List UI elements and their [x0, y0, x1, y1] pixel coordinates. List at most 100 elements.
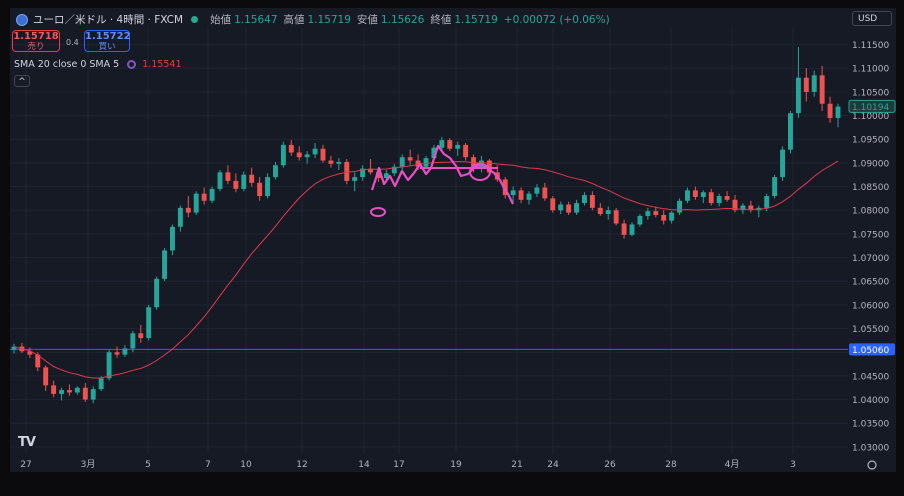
candle-body: [827, 103, 833, 118]
candle-body: [558, 204, 564, 211]
candle-body: [803, 77, 809, 92]
candle-body: [273, 165, 278, 178]
candlestick-chart[interactable]: 1.11500 1.11000 1.10500 1.10000 1.09500 1.090…: [10, 8, 896, 472]
candle-body: [177, 207, 183, 227]
currency-button[interactable]: USD: [852, 11, 892, 26]
x-tick-label: 12: [296, 460, 307, 470]
open-value: 1.15647: [234, 13, 278, 26]
candle-body: [154, 278, 160, 308]
candle-body: [613, 210, 619, 224]
indicator-legend[interactable]: SMA 20 close 0 SMA 5 1.15541: [14, 59, 182, 70]
symbol-title[interactable]: ユーロ／米ドル · 4時間 · FXCM: [33, 14, 184, 26]
candle-body: [138, 333, 144, 339]
candle-body: [589, 195, 595, 208]
candle-body: [811, 75, 817, 92]
candle-body: [772, 177, 778, 197]
y-tick-label: 1.08000: [852, 207, 889, 217]
y-tick-label: 1.07000: [852, 254, 889, 264]
buy-button[interactable]: 1.15722 買い: [84, 30, 131, 52]
candle-body: [241, 174, 247, 189]
candle-body: [780, 149, 785, 178]
candle-body: [526, 193, 532, 200]
y-tick-label: 1.10500: [852, 88, 889, 98]
x-tick-label: 17: [393, 460, 404, 470]
change-value: +0.00072 (+0.06%): [503, 13, 610, 26]
candle-body: [415, 160, 421, 167]
settings-icon[interactable]: [867, 460, 877, 470]
candle-body: [542, 187, 548, 199]
close-value: 1.15719: [454, 13, 498, 26]
candle-body: [629, 224, 635, 235]
candle-body: [423, 158, 429, 167]
candle-body: [296, 152, 302, 158]
x-tick-label: 10: [240, 460, 252, 470]
candle-body: [304, 154, 310, 158]
y-tick-label: 1.06500: [852, 278, 889, 288]
pen-drawing-circle: [469, 163, 491, 181]
candle-body: [352, 177, 358, 181]
indicator-settings-icon[interactable]: [127, 60, 137, 69]
indicator-value: 1.15541: [142, 59, 182, 70]
candle-body: [732, 199, 738, 211]
sma-20-line: [13, 160, 839, 379]
x-tick-label: 7: [205, 460, 211, 470]
candle-body: [249, 174, 255, 183]
y-tick-label: 1.09000: [852, 159, 889, 169]
candle-body: [574, 203, 579, 213]
candle-body: [510, 190, 516, 196]
chart-background: [10, 8, 896, 472]
sell-button[interactable]: 1.15718 売り: [12, 30, 60, 52]
candle-body: [43, 367, 49, 386]
current-price-label: 1.10194: [852, 103, 889, 113]
y-tick-label: 1.08500: [852, 183, 889, 193]
low-label: 安値: [356, 14, 378, 26]
pen-drawing-circle: [370, 207, 386, 217]
candle-body: [788, 113, 793, 150]
candle-body: [320, 148, 326, 161]
candle-body: [122, 348, 128, 355]
candle-body: [677, 200, 682, 213]
spread-value: 0.4: [66, 38, 79, 47]
candle-body: [439, 140, 445, 148]
y-tick-label: 1.11000: [852, 65, 889, 75]
current-price-tag: [848, 99, 896, 113]
candle-body: [605, 210, 611, 215]
candle-body: [407, 157, 413, 161]
candle-body: [566, 204, 572, 213]
candle-body: [344, 161, 350, 181]
candle-body: [748, 205, 754, 211]
x-tick-label: 27: [20, 460, 31, 470]
candle-body: [399, 157, 405, 167]
candle-body: [708, 192, 714, 204]
candle-body: [162, 250, 167, 279]
y-tick-label: 1.06000: [852, 301, 889, 311]
candle-body: [391, 166, 397, 174]
candle-body: [669, 212, 675, 221]
chevron-up-icon[interactable]: ^: [14, 75, 30, 87]
y-tick-label: 1.10000: [852, 112, 889, 122]
candle-body: [193, 193, 199, 213]
candle-body: [376, 172, 381, 179]
y-tick-label: 1.03000: [852, 443, 889, 453]
candle-body: [835, 106, 841, 118]
chart-frame[interactable]: 1.11500 1.11000 1.10500 1.10000 1.09500 1.090…: [10, 8, 896, 472]
candle-body: [114, 352, 120, 355]
candle-body: [67, 390, 72, 393]
x-tick-label: 4月: [725, 459, 740, 470]
y-tick-label: 1.05500: [852, 325, 889, 335]
candle-body: [383, 173, 389, 179]
x-axis-band: [10, 454, 896, 472]
candle-body: [225, 172, 231, 181]
candle-body: [265, 177, 270, 197]
currency-flag-icon: [16, 13, 28, 26]
x-tick-label: 21: [511, 460, 522, 470]
candle-body: [700, 192, 706, 197]
symbol-header: ユーロ／米ドル · 4時間 · FXCM 始値 1.15647 高値 1.15719…: [16, 12, 610, 27]
candle-body: [360, 168, 366, 178]
candle-body: [74, 387, 80, 393]
x-tick-label: 5: [145, 460, 151, 470]
candle-body: [11, 346, 17, 350]
candle-body: [90, 389, 96, 400]
indicator-label: SMA 20 close 0 SMA 5: [14, 59, 120, 70]
tradingview-logo[interactable]: TV: [18, 435, 36, 450]
